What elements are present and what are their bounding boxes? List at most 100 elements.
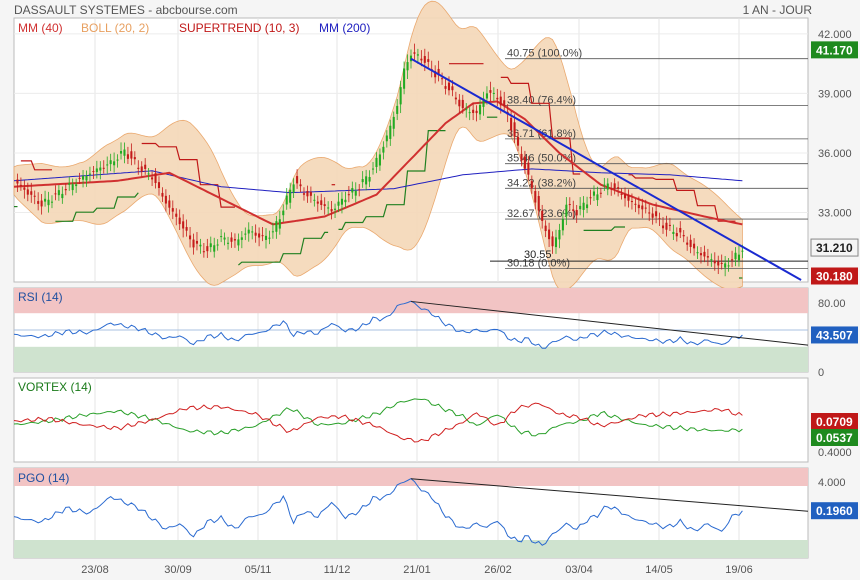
candle-body <box>520 153 523 161</box>
candle-body <box>199 244 202 247</box>
candle-body <box>582 202 585 210</box>
rsi-oversold-zone <box>14 346 808 372</box>
candle-body <box>731 259 734 261</box>
candle-body <box>175 213 178 217</box>
candle-body <box>496 97 499 100</box>
candle-body <box>634 203 637 205</box>
candle-body <box>675 233 678 237</box>
candle-body <box>261 235 264 237</box>
candle-body <box>23 187 26 190</box>
candle-body <box>323 204 326 207</box>
pgo-trendline <box>410 478 809 512</box>
candle-body <box>30 191 33 195</box>
candle-body <box>337 201 340 206</box>
price-legend-item: BOLL (20, 2) <box>81 21 149 35</box>
candle-body <box>237 239 240 246</box>
candle-body <box>454 97 457 100</box>
candle-body <box>26 189 29 195</box>
candle-body <box>102 167 105 169</box>
fib-level-label: 38.40 (76.4%) <box>507 94 576 106</box>
vortex-neg-value: 0.0709 <box>816 415 853 429</box>
candle-body <box>244 233 247 235</box>
candle-body <box>230 237 233 242</box>
candle-body <box>347 194 350 196</box>
rsi-overbought-zone <box>14 288 808 314</box>
candle-body <box>468 112 471 114</box>
x-tick-label: 26/02 <box>484 564 512 576</box>
candle-body <box>485 93 488 99</box>
candle-body <box>699 253 703 256</box>
candle-body <box>151 177 154 180</box>
candle-body <box>50 201 54 203</box>
low-value-badge-bg <box>811 267 858 285</box>
price-legend-item: MM (40) <box>18 21 63 35</box>
candle-body <box>382 146 385 153</box>
candle-body <box>579 205 582 210</box>
candle-body <box>568 204 571 206</box>
candle-body <box>544 225 547 232</box>
candle-body <box>475 110 478 114</box>
candle-body <box>603 184 606 186</box>
candle-body <box>499 96 502 106</box>
candle-body <box>727 265 730 267</box>
candle-body <box>416 54 419 56</box>
mm40-line <box>13 100 743 226</box>
candle-body <box>368 176 371 182</box>
candle-body <box>75 184 78 187</box>
candle-body <box>209 243 212 248</box>
rsi-line <box>13 300 743 349</box>
candle-body <box>365 176 368 185</box>
candle-body <box>258 233 261 238</box>
candle-body <box>358 189 361 191</box>
candle-body <box>306 190 309 197</box>
candle-body <box>334 208 337 210</box>
supertrend-line <box>583 226 625 231</box>
candle-body <box>693 243 696 249</box>
rsi-legend: RSI (14) <box>18 290 63 304</box>
candle-body <box>354 190 357 196</box>
price-legend-item: SUPERTREND (10, 3) <box>179 21 299 35</box>
price-y-tick: 42.000 <box>818 29 852 41</box>
candle-body <box>713 260 716 264</box>
candle-body <box>137 167 140 169</box>
candle-body <box>551 236 554 247</box>
candle-body <box>289 189 292 203</box>
candle-body <box>247 229 250 234</box>
vortex-neg-badge-bg <box>811 413 858 430</box>
vortex-legend: VORTEX (14) <box>18 380 92 394</box>
x-tick-label: 05/11 <box>245 564 272 576</box>
candle-body <box>220 236 223 238</box>
vortex-pos-value: 0.0537 <box>816 431 853 445</box>
bollinger-band <box>13 0 743 292</box>
candle-body <box>119 151 123 154</box>
candle-body <box>565 204 568 217</box>
vortex-plus-line <box>13 398 743 437</box>
pgo-oversold-zone <box>14 540 808 558</box>
candle-body <box>710 259 713 261</box>
candle-body <box>378 154 381 166</box>
candle-body <box>527 162 530 175</box>
candle-body <box>558 229 561 240</box>
candle-body <box>437 68 440 76</box>
candle-body <box>264 235 268 240</box>
candle-body <box>37 201 40 204</box>
candle-body <box>330 209 333 212</box>
candle-body <box>641 205 644 210</box>
candle-body <box>292 184 295 193</box>
candle-body <box>413 52 416 54</box>
candle-body <box>610 188 613 190</box>
vortex-panel <box>13 377 809 463</box>
candle-body <box>19 184 22 186</box>
candle-body <box>589 197 592 199</box>
fib-level-label: 30.18 (0.0%) <box>507 258 570 270</box>
candle-body <box>302 193 306 195</box>
candle-body <box>154 173 157 184</box>
candle-body <box>309 192 312 196</box>
candle-body <box>140 166 143 172</box>
candle-body <box>406 62 409 71</box>
candle-body <box>57 190 60 196</box>
candle-body <box>64 189 67 191</box>
candle-body <box>296 176 299 184</box>
candle-body <box>658 218 661 220</box>
